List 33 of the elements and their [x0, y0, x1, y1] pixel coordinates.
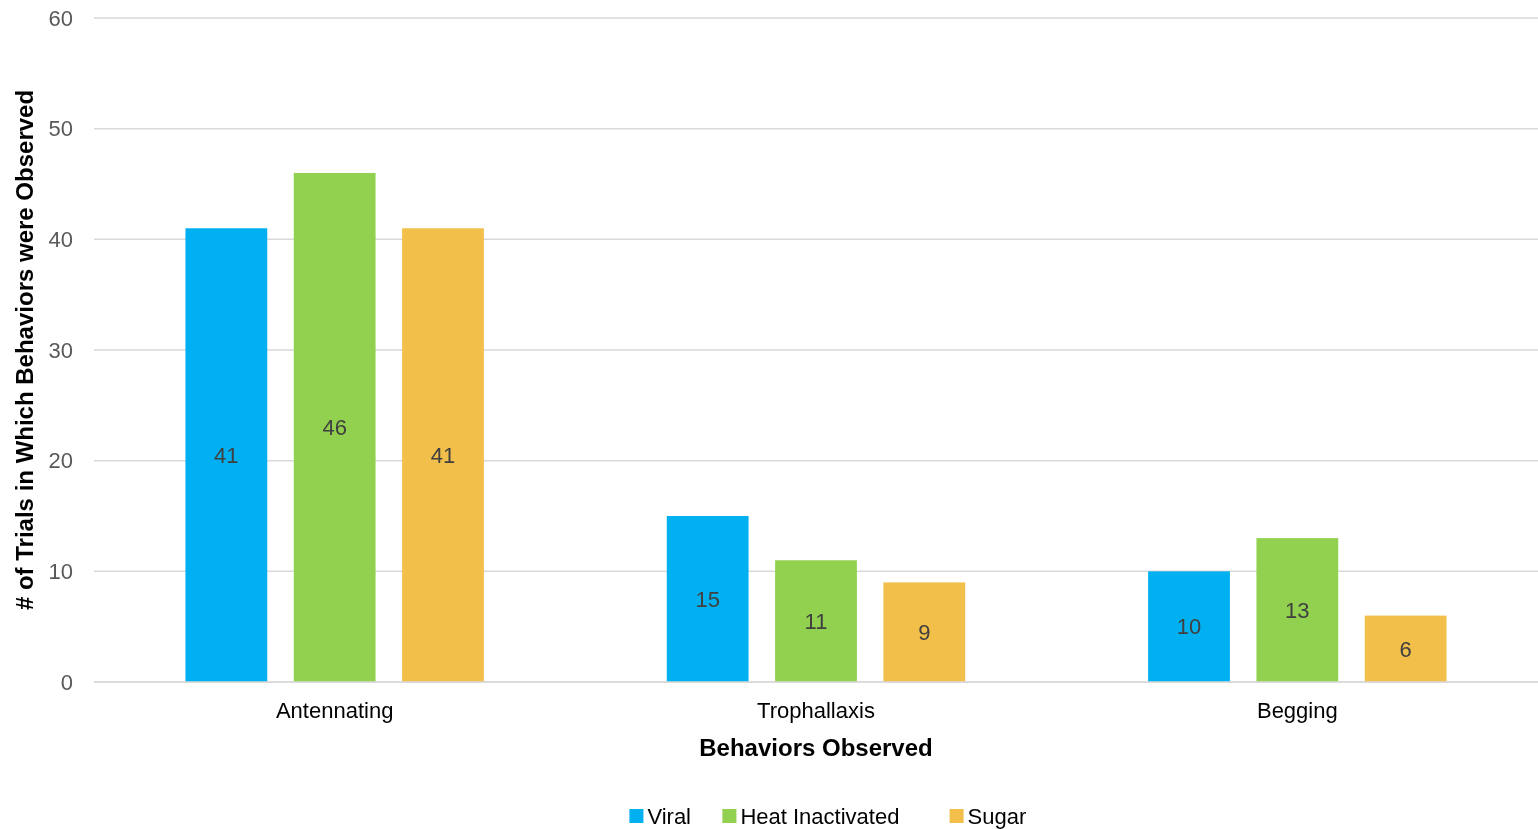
- y-tick-label: 30: [48, 337, 73, 363]
- y-tick-label: 20: [48, 448, 73, 474]
- y-tick-label: 50: [48, 116, 73, 142]
- x-axis-title: Behaviors Observed: [699, 734, 933, 761]
- data-label: 11: [804, 608, 828, 634]
- y-tick-label: 0: [60, 669, 73, 695]
- bar: [775, 560, 857, 682]
- legend-label: Sugar: [967, 803, 1027, 829]
- data-label: 46: [322, 415, 347, 441]
- x-tick-label: Trophallaxis: [757, 698, 875, 723]
- bar: [883, 582, 966, 682]
- y-tick-label: 60: [48, 5, 73, 31]
- bar: [185, 228, 268, 682]
- y-tick-label: 10: [48, 559, 73, 585]
- legend-label: Viral: [647, 803, 692, 829]
- data-label: 10: [1176, 614, 1202, 640]
- y-tick-label: 40: [48, 227, 73, 253]
- y-axis-title: # of Trials in Which Behaviors were Observed: [11, 89, 38, 611]
- bar: [1364, 615, 1447, 682]
- x-tick-label: Antennating: [275, 698, 394, 723]
- bar: [293, 172, 376, 682]
- bar: [402, 228, 484, 682]
- data-label: 41: [430, 442, 456, 468]
- x-tick-label: Begging: [1256, 698, 1338, 723]
- data-label: 9: [918, 619, 931, 645]
- data-label: 15: [695, 586, 720, 612]
- bar: [666, 516, 749, 682]
- data-label: 13: [1285, 597, 1310, 623]
- data-label: 6: [1399, 636, 1412, 662]
- bar: [1148, 571, 1230, 682]
- data-label: 41: [214, 442, 239, 468]
- bar: [1256, 538, 1339, 682]
- legend-label: Heat Inactivated: [740, 803, 900, 829]
